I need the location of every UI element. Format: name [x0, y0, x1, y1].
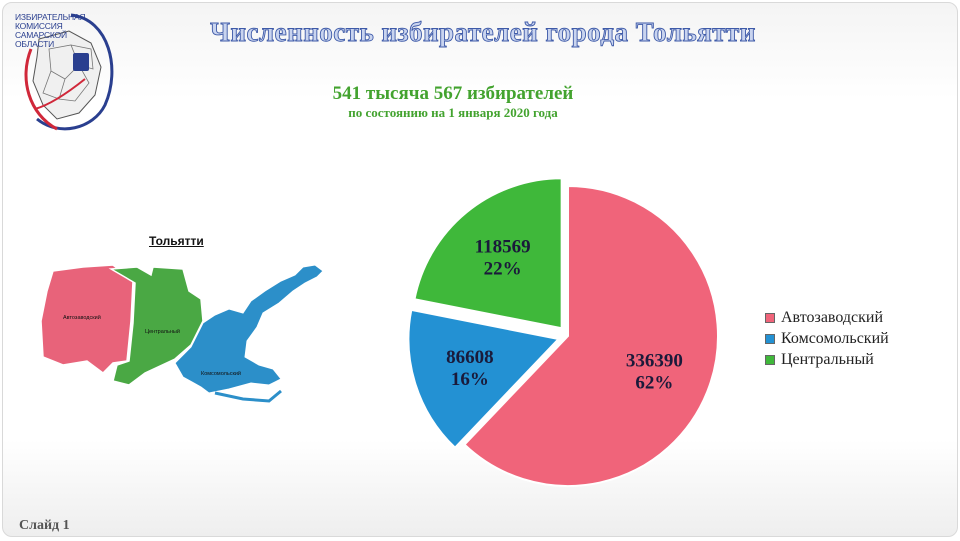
pie-value-label: 336390 — [626, 351, 683, 372]
voter-total-block: 541 тысяча 567 избирателей по состоянию … — [233, 83, 673, 121]
legend-label: Комсомольский — [781, 329, 889, 347]
map-title: Тольятти — [149, 234, 204, 248]
election-commission-logo: ИЗБИРАТЕЛЬНАЯ КОМИССИЯ САМАРСКОЙ ОБЛАСТИ — [9, 9, 121, 139]
pie-slice-komsomolsky — [407, 308, 561, 450]
as-of-date: по состоянию на 1 января 2020 года — [348, 105, 558, 120]
map-district-avtozavodsky — [40, 264, 134, 374]
pie-percent-label: 16% — [451, 369, 489, 390]
map-river-icon — [214, 389, 282, 403]
legend-swatch — [765, 333, 775, 344]
legend-swatch — [765, 312, 775, 323]
pie-value-label: 86608 — [446, 347, 494, 368]
pie-value-label: 118569 — [475, 236, 531, 257]
map-label-tsentralny: Центральный — [145, 328, 180, 335]
page-title: Численность избирателей города Тольятти — [210, 17, 756, 48]
chart-legend: Автозаводский Комсомольский Центральный — [765, 307, 889, 370]
logo-text: ИЗБИРАТЕЛЬНАЯ КОМИССИЯ САМАРСКОЙ ОБЛАСТИ — [15, 12, 86, 49]
city-district-map: Автозаводский Центральный Комсомольский — [40, 264, 324, 403]
pie-slice-tsentralny — [413, 177, 563, 330]
map-label-komsomolsky: Комсомольский — [201, 370, 241, 377]
pie-slice-avtozavodsky — [463, 184, 719, 487]
map-label-avtozavodsky: Автозаводский — [63, 314, 101, 321]
logo-emblem-icon — [24, 13, 114, 131]
legend-item-tsentralny: Центральный — [765, 349, 889, 370]
pie-percent-label: 62% — [635, 373, 673, 394]
legend-swatch — [765, 354, 775, 365]
legend-label: Центральный — [781, 350, 874, 368]
map-district-tsentralny — [108, 266, 204, 386]
legend-item-avtozavodsky: Автозаводский — [765, 307, 889, 328]
voter-total: 541 тысяча 567 избирателей — [332, 83, 574, 104]
legend-item-komsomolsky: Комсомольский — [765, 328, 889, 349]
pie-percent-label: 22% — [484, 258, 522, 279]
slide-number: Слайд 1 — [19, 518, 70, 533]
legend-label: Автозаводский — [781, 308, 884, 326]
map-district-komsomolsky — [174, 264, 324, 394]
pie-slices — [407, 177, 719, 487]
